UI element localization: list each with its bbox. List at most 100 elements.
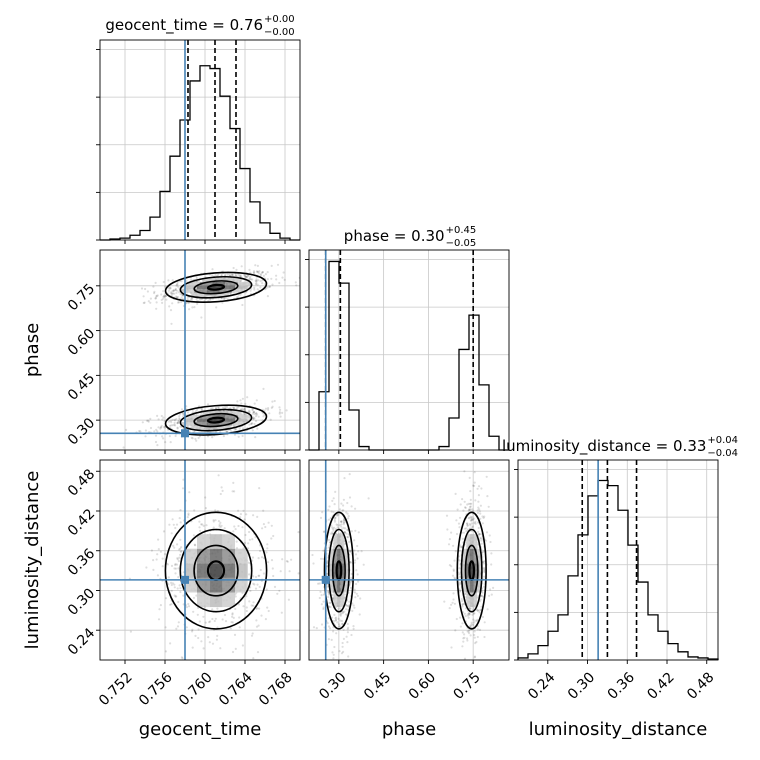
sample-point [252, 416, 255, 419]
title-lower-error: −0.05 [446, 238, 477, 249]
sample-point [346, 529, 349, 532]
sample-point [157, 418, 160, 421]
sample-point [290, 558, 293, 561]
sample-point [272, 534, 275, 538]
sample-point [156, 574, 159, 577]
sample-point [207, 636, 210, 639]
sample-point [322, 549, 325, 552]
sample-point [220, 486, 223, 489]
contour-level-3 [193, 544, 239, 597]
sample-point [160, 414, 163, 418]
sample-point [479, 512, 482, 515]
axis-label-x-geocent_time: geocent_time [139, 719, 262, 740]
sample-point [278, 589, 281, 592]
axis-label-y-phase: phase [22, 323, 43, 377]
sample-point [175, 523, 179, 526]
sample-point [253, 410, 256, 413]
sample-point [212, 526, 215, 529]
sample-point [341, 509, 344, 512]
density-cell [197, 563, 210, 578]
sample-point [248, 277, 251, 280]
sample-point [471, 518, 475, 521]
sample-point [490, 563, 493, 566]
sample-point [208, 641, 211, 644]
sample-point [155, 428, 158, 431]
sample-point [458, 583, 461, 586]
sample-point [467, 614, 470, 617]
panel-frame-luminosity_distance [517, 459, 719, 661]
density-cell [222, 563, 235, 578]
sample-point [461, 498, 464, 501]
sample-point [178, 517, 181, 520]
sample-point [484, 683, 486, 685]
sample-point [295, 284, 298, 287]
density-cell [216, 292, 230, 297]
sample-point [247, 542, 250, 545]
sample-point [483, 621, 486, 624]
sample-point [156, 430, 159, 433]
sample-point [234, 528, 237, 531]
sample-point [319, 516, 323, 520]
sample-point [243, 408, 246, 411]
sample-point [483, 569, 486, 572]
sample-point [469, 515, 472, 518]
sample-point [460, 546, 463, 549]
density-cell [344, 563, 348, 578]
density-cell [232, 289, 245, 293]
sample-point [256, 288, 259, 291]
sample-point [170, 293, 173, 296]
sample-point [353, 539, 356, 542]
sample-point [482, 516, 485, 520]
sample-point [155, 295, 158, 298]
sample-point [217, 273, 220, 276]
sample-point [247, 410, 250, 413]
sample-point [174, 562, 177, 566]
sample-point [340, 619, 344, 623]
sample-point [334, 516, 337, 520]
sample-point [346, 535, 349, 539]
sample-point [157, 426, 160, 429]
sample-point [181, 487, 185, 490]
density-cell [181, 422, 195, 426]
sample-point [476, 635, 479, 639]
sample-point [471, 526, 474, 529]
sample-point [469, 519, 473, 522]
sample-point [174, 572, 177, 575]
sample-point [249, 271, 252, 274]
density-cell [216, 425, 230, 430]
sample-point [466, 613, 469, 616]
sample-point [174, 289, 177, 292]
tick-label-x-luminosity_distance: 0.30 [565, 669, 598, 702]
sample-point [215, 306, 218, 309]
sample-point [490, 593, 493, 596]
density-cell [477, 577, 481, 593]
sample-point [487, 505, 490, 508]
sample-point [468, 505, 472, 509]
sample-point [468, 508, 471, 511]
sample-point [214, 617, 217, 620]
sample-point [257, 415, 260, 418]
sample-point [170, 589, 173, 592]
density-cell [329, 548, 334, 564]
sample-point [349, 561, 352, 564]
sample-point [169, 603, 172, 606]
sample-point [343, 597, 346, 600]
sample-point [253, 413, 256, 416]
sample-point [223, 297, 226, 300]
sample-point [450, 646, 453, 649]
sample-point [272, 574, 275, 578]
sample-point [233, 525, 236, 528]
sample-point [257, 624, 260, 627]
density-cell [209, 577, 223, 593]
sample-point [331, 527, 334, 531]
sample-point [452, 598, 455, 601]
sample-point [194, 437, 197, 441]
sample-point [285, 409, 288, 412]
sample-point [149, 417, 152, 420]
sample-point [327, 592, 330, 595]
sample-point [224, 620, 228, 623]
density-cell [194, 422, 207, 426]
sample-point [456, 508, 459, 511]
